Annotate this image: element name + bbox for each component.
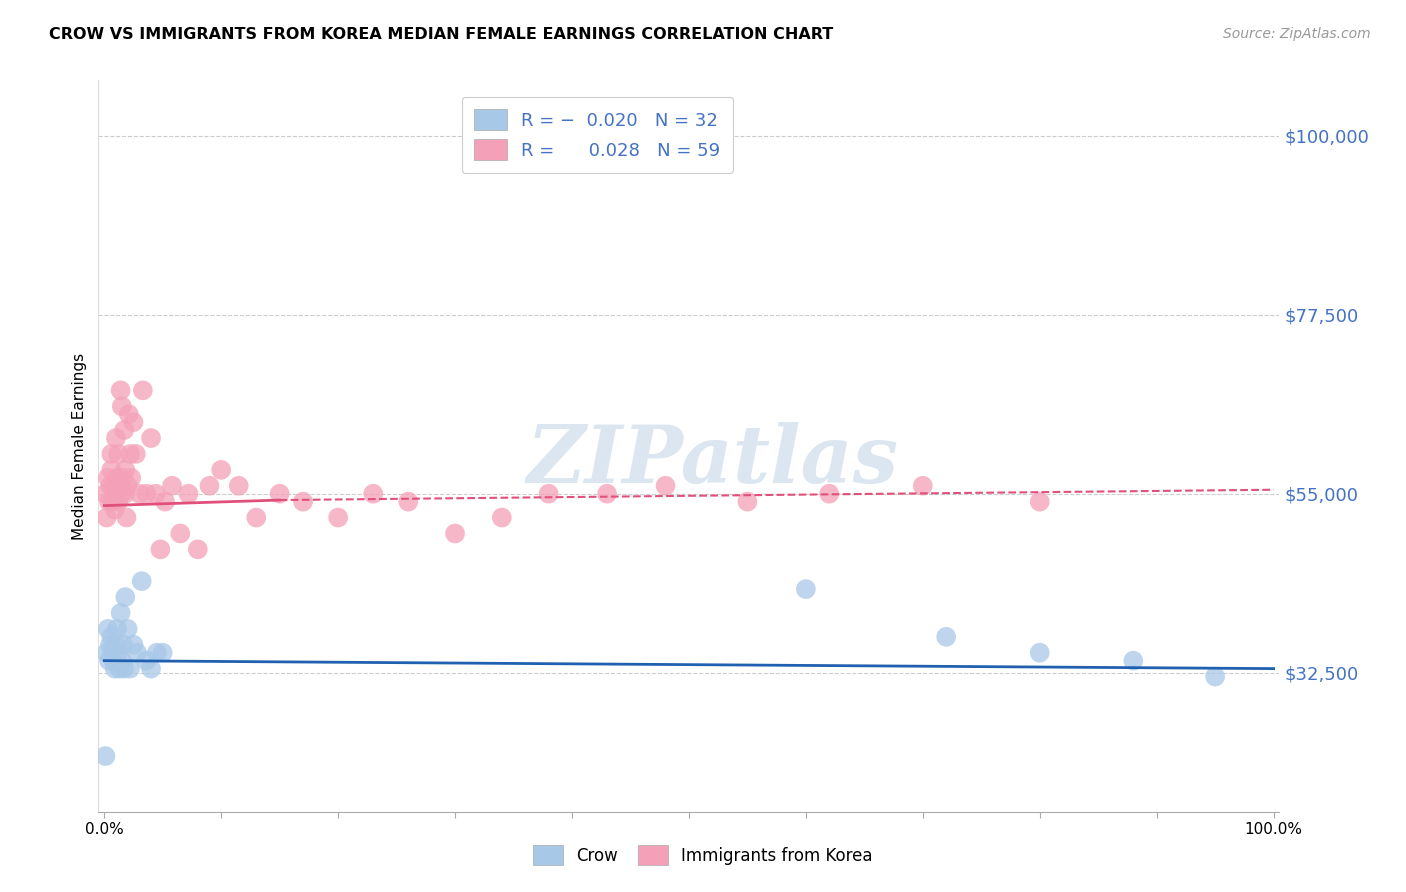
Point	[149, 542, 172, 557]
Y-axis label: Median Female Earnings: Median Female Earnings	[72, 352, 87, 540]
Point	[117, 622, 139, 636]
Point	[935, 630, 957, 644]
Point	[128, 486, 150, 500]
Point	[1122, 654, 1144, 668]
Point	[654, 479, 676, 493]
Text: CROW VS IMMIGRANTS FROM KOREA MEDIAN FEMALE EARNINGS CORRELATION CHART: CROW VS IMMIGRANTS FROM KOREA MEDIAN FEM…	[49, 27, 834, 42]
Point	[96, 510, 118, 524]
Point	[100, 463, 122, 477]
Point	[1204, 669, 1226, 683]
Point	[1029, 494, 1052, 508]
Point	[97, 622, 120, 636]
Point	[361, 486, 384, 500]
Point	[104, 662, 127, 676]
Point	[114, 486, 136, 500]
Point	[444, 526, 467, 541]
Point	[97, 471, 120, 485]
Point	[169, 526, 191, 541]
Point	[97, 654, 120, 668]
Point	[245, 510, 267, 524]
Point	[139, 662, 162, 676]
Point	[107, 646, 129, 660]
Point	[118, 447, 141, 461]
Point	[491, 510, 513, 524]
Point	[537, 486, 560, 500]
Point	[104, 638, 127, 652]
Point	[98, 638, 121, 652]
Point	[103, 479, 125, 493]
Point	[131, 574, 153, 589]
Point	[122, 415, 145, 429]
Point	[110, 606, 132, 620]
Point	[108, 479, 131, 493]
Legend: Crow, Immigrants from Korea: Crow, Immigrants from Korea	[523, 836, 883, 875]
Point	[228, 479, 250, 493]
Point	[122, 638, 145, 652]
Point	[94, 749, 117, 764]
Point	[114, 590, 136, 604]
Point	[596, 486, 619, 500]
Point	[818, 486, 841, 500]
Point	[114, 463, 136, 477]
Point	[111, 399, 134, 413]
Point	[132, 384, 155, 398]
Point	[100, 447, 122, 461]
Point	[104, 431, 127, 445]
Point	[103, 654, 125, 668]
Point	[117, 479, 139, 493]
Point	[110, 384, 132, 398]
Point	[737, 494, 759, 508]
Point	[125, 646, 148, 660]
Point	[396, 494, 419, 508]
Point	[160, 479, 183, 493]
Text: Source: ZipAtlas.com: Source: ZipAtlas.com	[1223, 27, 1371, 41]
Text: ZIPatlas: ZIPatlas	[526, 422, 898, 500]
Point	[105, 622, 128, 636]
Point	[187, 542, 209, 557]
Point	[112, 662, 135, 676]
Point	[107, 447, 129, 461]
Point	[111, 654, 134, 668]
Point	[152, 646, 174, 660]
Point	[111, 486, 134, 500]
Point	[107, 494, 129, 508]
Point	[1029, 646, 1052, 660]
Point	[120, 471, 142, 485]
Point	[145, 486, 167, 500]
Point	[101, 646, 124, 660]
Point	[209, 463, 232, 477]
Point	[112, 423, 135, 437]
Point	[111, 638, 134, 652]
Point	[104, 502, 127, 516]
Point	[115, 510, 138, 524]
Point	[146, 646, 169, 660]
Point	[118, 662, 141, 676]
Point	[118, 407, 141, 421]
Legend: R = − 0.020   N = 32, R =   0.028   N = 59: R = − 0.020 N = 32, R = 0.028 N = 59	[461, 96, 733, 173]
Point	[326, 510, 349, 524]
Point	[135, 486, 157, 500]
Point	[269, 486, 291, 500]
Point	[101, 494, 124, 508]
Point	[94, 486, 117, 500]
Point	[135, 654, 157, 668]
Point	[96, 646, 118, 660]
Point	[139, 431, 162, 445]
Point	[292, 494, 315, 508]
Point	[198, 479, 221, 493]
Point	[98, 479, 121, 493]
Point	[153, 494, 176, 508]
Point	[794, 582, 817, 596]
Point	[97, 494, 120, 508]
Point	[177, 486, 200, 500]
Point	[105, 471, 128, 485]
Point	[100, 630, 122, 644]
Point	[104, 486, 127, 500]
Point	[125, 447, 148, 461]
Point	[108, 662, 131, 676]
Point	[111, 471, 134, 485]
Point	[911, 479, 934, 493]
